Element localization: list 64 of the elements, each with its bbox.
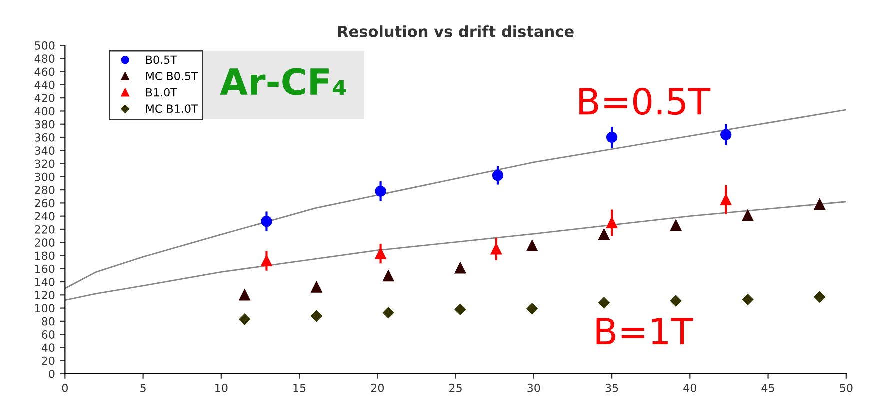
x-tick-label: 40 <box>684 384 696 392</box>
legend-label: B1.0T <box>146 88 178 97</box>
x-tick-label: 20 <box>371 384 384 392</box>
point <box>670 295 682 307</box>
annotation: B=0.5T <box>580 88 711 116</box>
y-tick-label: 160 <box>35 264 55 274</box>
x-tick-label: 25 <box>450 384 462 392</box>
y-tick-label: 180 <box>35 252 55 260</box>
point <box>598 297 610 309</box>
annotation: B=1T <box>596 318 694 345</box>
y-tick-label: 380 <box>35 120 55 129</box>
y-tick-label: 300 <box>35 172 55 182</box>
y-tick-label: 20 <box>42 356 55 366</box>
y-tick-label: 280 <box>35 186 55 194</box>
line-series <box>65 201 846 302</box>
y-tick-label: 140 <box>35 278 55 286</box>
x-tick-label: 10 <box>216 384 228 392</box>
legend-label: B0.5T <box>146 56 178 64</box>
x-tick-label: 0 <box>62 384 68 392</box>
x-tick-label: 15 <box>294 384 306 392</box>
y-tick-label: 260 <box>35 199 55 208</box>
point <box>239 314 250 326</box>
point <box>526 303 538 315</box>
y-tick-label: 60 <box>42 330 55 339</box>
y-tick-label: 0 <box>49 370 55 378</box>
x-tick-label: 5 <box>140 384 146 392</box>
point <box>454 262 466 274</box>
y-tick-label: 360 <box>35 133 55 142</box>
x-tick-label: 50 <box>840 384 853 392</box>
point <box>814 198 826 210</box>
y-tick-label: 460 <box>34 68 55 76</box>
chart-title: Resolution vs drift distance <box>338 26 574 38</box>
point <box>814 292 826 303</box>
y-tick-label: 480 <box>34 54 55 64</box>
point <box>742 294 754 306</box>
point <box>670 220 682 232</box>
y-tick-label: 500 <box>35 42 55 50</box>
point <box>311 282 322 293</box>
y-tick-label: 120 <box>35 291 55 300</box>
point <box>383 270 394 282</box>
y-tick-label: 200 <box>35 238 55 247</box>
legend-label: MC B1.0T <box>146 104 198 114</box>
point <box>311 310 322 322</box>
point <box>383 307 394 318</box>
point <box>239 290 250 301</box>
x-tick-label: 30 <box>528 384 540 392</box>
y-tick-label: 320 <box>35 160 55 168</box>
y-tick-label: 80 <box>42 317 55 326</box>
point <box>598 229 610 240</box>
y-tick-label: 100 <box>35 304 55 313</box>
point <box>454 304 466 316</box>
x-tick-label: 35 <box>606 384 618 392</box>
annotation: Ar-CF₄ <box>220 68 346 96</box>
y-tick-label: 440 <box>34 80 55 90</box>
y-tick-label: 40 <box>42 344 55 352</box>
y-tick-label: 220 <box>35 225 55 234</box>
y-tick-label: 420 <box>34 94 55 102</box>
x-tick-label: 45 <box>762 384 774 392</box>
point <box>526 240 538 252</box>
y-tick-label: 400 <box>34 107 55 116</box>
y-tick-label: 240 <box>35 212 55 221</box>
legend-label: MC B0.5T <box>146 72 198 80</box>
point <box>742 210 754 222</box>
y-tick-label: 340 <box>35 146 55 156</box>
